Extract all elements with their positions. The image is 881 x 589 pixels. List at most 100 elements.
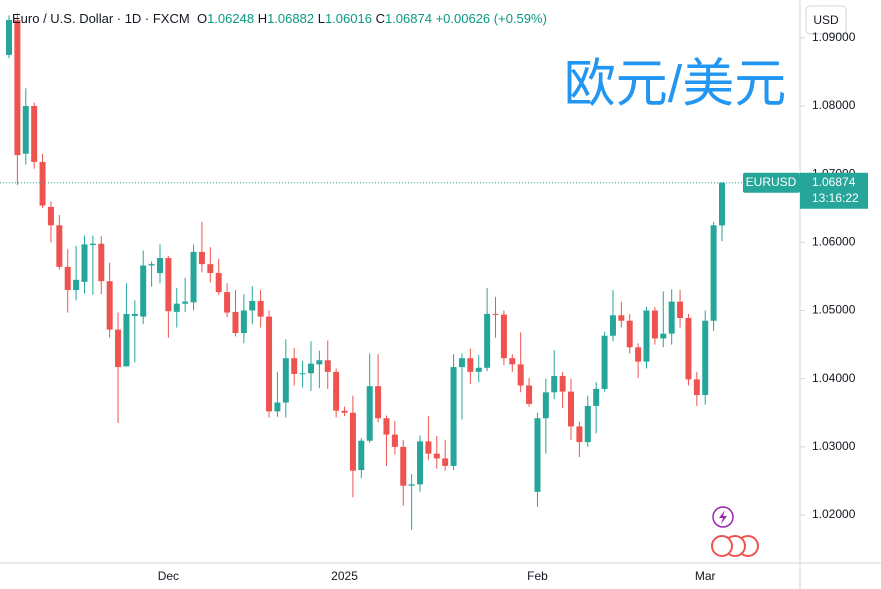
change-pct: (+0.59%) <box>493 11 547 26</box>
legend-header: Euro / U.S. Dollar · 1D · FXCM O1.06248 … <box>12 11 547 26</box>
candle-body <box>467 358 474 372</box>
candle-body <box>140 265 147 317</box>
candle-body <box>618 315 625 321</box>
h-value: 1.06882 <box>267 11 315 26</box>
candle-body <box>551 375 558 393</box>
candle-body <box>417 441 424 485</box>
candle-body <box>22 106 29 154</box>
o-value: 1.06248 <box>207 11 255 26</box>
candle-body <box>702 320 709 396</box>
candle-body <box>165 258 172 312</box>
candle-body <box>224 292 231 313</box>
candle-body <box>232 311 239 334</box>
candle-body <box>148 264 155 266</box>
symbol: Euro / U.S. Dollar · 1D · FXCM <box>12 11 190 26</box>
candle-body <box>39 161 46 206</box>
candle-body <box>349 412 356 471</box>
y-tick-label: 1.04000 <box>812 371 856 385</box>
symbol-tag-label: EURUSD <box>746 175 797 189</box>
candle-body <box>458 358 465 368</box>
candle-body <box>266 316 273 412</box>
candle-body <box>291 358 298 374</box>
candle-body <box>89 243 96 246</box>
candle-body <box>601 335 608 389</box>
candle-body <box>719 182 725 226</box>
candle-body <box>274 402 281 412</box>
y-tick-label: 1.09000 <box>812 30 856 44</box>
candle-body <box>156 258 163 274</box>
countdown: 13:16:22 <box>812 191 859 205</box>
y-tick-label: 1.05000 <box>812 303 856 317</box>
x-tick-label: Mar <box>695 569 716 583</box>
candle-body <box>333 371 340 411</box>
candle-body <box>693 379 700 396</box>
candle-body <box>685 318 692 380</box>
candle-body <box>660 333 667 339</box>
x-tick-label: 2025 <box>331 569 358 583</box>
candle-body <box>433 453 440 459</box>
candle-body <box>635 347 642 362</box>
candle-body <box>131 313 138 316</box>
candle-body <box>358 440 365 471</box>
candle-body <box>31 106 38 162</box>
candle-body <box>643 310 650 362</box>
candle-body <box>517 364 524 386</box>
candle-body <box>383 418 390 435</box>
candle-body <box>240 310 247 334</box>
candle-body <box>576 426 583 443</box>
event-icon[interactable] <box>711 535 733 557</box>
currency[interactable]: USD <box>813 13 839 27</box>
candle-body <box>475 367 482 372</box>
candle-body <box>324 360 331 372</box>
candle-body <box>123 313 130 367</box>
candle-body <box>568 391 575 427</box>
candle-body <box>400 446 407 486</box>
candle-body <box>375 386 382 419</box>
candle-body <box>56 225 63 267</box>
candle-body <box>73 279 80 291</box>
watermark: 欧元/美元 <box>564 56 786 114</box>
candle-body <box>282 358 289 403</box>
candle-body <box>81 244 88 282</box>
candle-body <box>106 281 113 330</box>
change: +0.00626 <box>435 11 491 26</box>
candle-body <box>509 358 516 365</box>
candle-body <box>249 300 256 311</box>
candle-body <box>526 385 533 404</box>
candle-body <box>47 206 54 226</box>
candle-body <box>534 418 541 492</box>
candle-body <box>593 388 600 406</box>
candle-body <box>710 225 717 321</box>
l-label: L <box>317 11 325 26</box>
o-label: O <box>196 11 208 26</box>
y-tick-label: 1.06000 <box>812 235 856 249</box>
candle-body <box>442 458 449 466</box>
price-tag-label: 1.06874 <box>812 175 856 189</box>
candle-body <box>190 251 197 303</box>
candle-body <box>182 301 189 304</box>
candle-body <box>198 251 205 265</box>
candle-body <box>366 386 373 441</box>
candle-body <box>316 360 323 365</box>
candle-body <box>584 405 591 443</box>
candle-body <box>425 441 432 454</box>
candle-body <box>14 20 21 156</box>
candle-body <box>115 329 122 368</box>
candle-body <box>677 301 684 319</box>
y-tick-label: 1.08000 <box>812 98 856 112</box>
symbol-tag <box>743 172 800 193</box>
currency-button[interactable] <box>805 5 847 35</box>
candle-body <box>207 264 214 274</box>
candle-body <box>450 367 457 466</box>
candle-body <box>98 243 105 282</box>
candle-body <box>559 375 566 392</box>
candle-body <box>6 20 12 55</box>
x-tick-label: Feb <box>527 569 548 583</box>
candle-body <box>484 313 491 368</box>
candle-body <box>307 363 314 374</box>
candle-body <box>257 300 264 317</box>
candle-body <box>173 303 180 312</box>
candle-body <box>64 266 71 291</box>
